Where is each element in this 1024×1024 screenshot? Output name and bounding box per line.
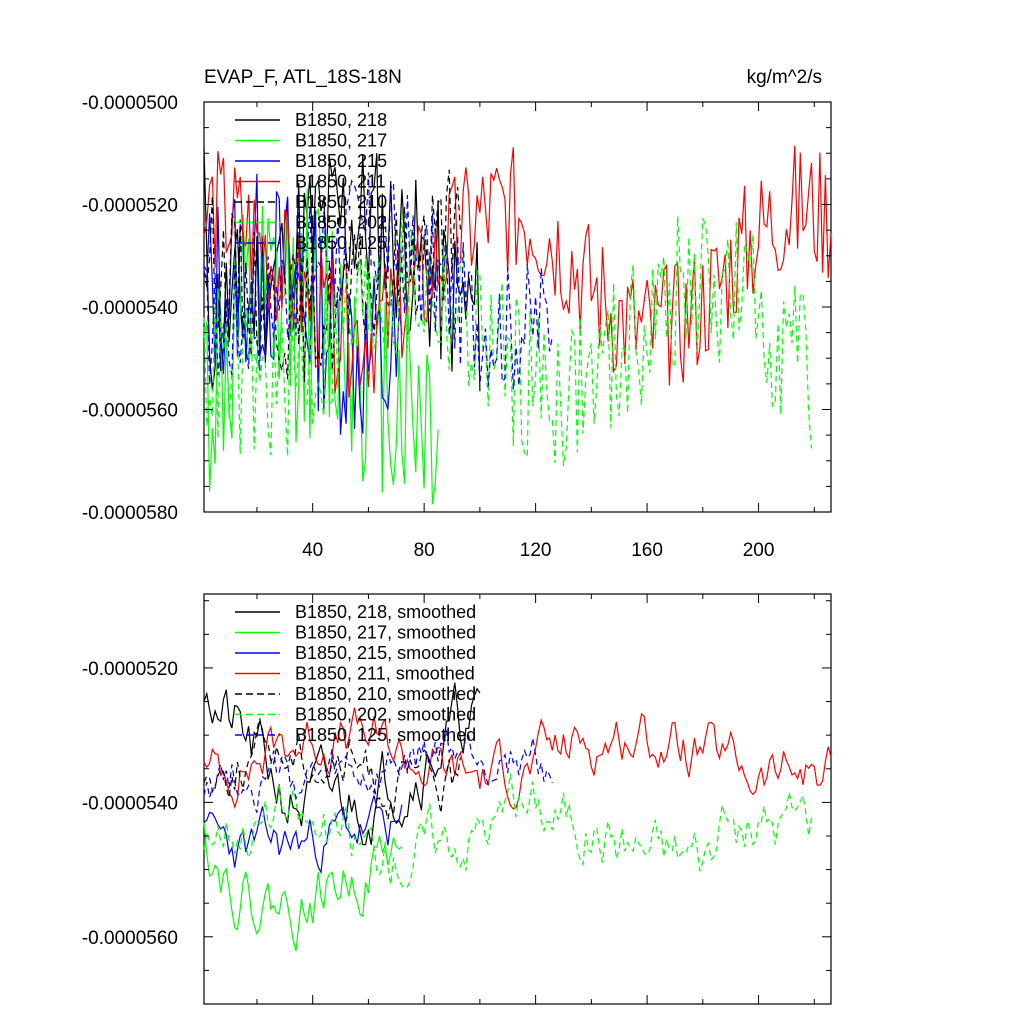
- x-tick-label: 160: [631, 540, 663, 561]
- legend-label: B1850, 217, smoothed: [295, 623, 476, 643]
- series-line: [203, 795, 403, 875]
- legend-label: B1850, 218: [295, 110, 387, 130]
- series-line: [203, 172, 553, 390]
- legend-label: B1850, 125: [295, 233, 387, 253]
- series-line: [203, 773, 813, 890]
- y-tick-label: -0.0000520: [82, 659, 178, 680]
- y-tick-label: -0.0000500: [82, 93, 178, 114]
- top-panel: EVAP_F, ATL_18S-18N kg/m^2/s 40 80 120 160 2…: [82, 67, 832, 561]
- y-tick-label: -0.0000580: [82, 503, 178, 524]
- y-tick-label: -0.0000560: [82, 928, 178, 949]
- legend-label: B1850, 215: [295, 151, 387, 171]
- legend-label: B1850, 217: [295, 131, 387, 151]
- legend-label: B1850, 218, smoothed: [295, 602, 476, 622]
- x-tick-label: 120: [520, 540, 552, 561]
- x-tick-label: 200: [743, 540, 775, 561]
- x-tick-label: 80: [414, 540, 435, 561]
- series-line: [203, 145, 832, 398]
- series-line: [203, 707, 832, 810]
- series-line: [203, 822, 403, 952]
- y-tick-label: -0.0000540: [82, 298, 178, 319]
- legend-label: B1850, 211: [295, 172, 386, 192]
- plot-area: 40 80 120 160 200 -0.0000580 -0.0000560 -0.0000…: [82, 93, 832, 561]
- legend-label: B1850, 211, smoothed: [295, 664, 475, 684]
- y-tick-label: -0.0000520: [82, 196, 178, 217]
- series-line: [203, 729, 553, 813]
- legend-label: B1850, 125, smoothed: [295, 725, 476, 745]
- chart-title: EVAP_F, ATL_18S-18N: [204, 67, 402, 88]
- legend-label: B1850, 202, smoothed: [295, 705, 476, 725]
- series-line: [203, 169, 461, 382]
- y-tick-label: -0.0000540: [82, 793, 178, 814]
- legend-label: B1850, 210: [295, 192, 387, 212]
- series-line: [203, 682, 481, 846]
- series-line: [203, 718, 461, 820]
- legend-label: B1850, 215, smoothed: [295, 643, 476, 663]
- bottom-panel: -0.0000560 -0.0000540 -0.0000520 B1850, 21…: [82, 593, 832, 1005]
- y-tick-label: -0.0000560: [82, 401, 178, 422]
- plot-area: -0.0000560 -0.0000540 -0.0000520: [82, 593, 832, 1005]
- legend-label: B1850, 210, smoothed: [295, 684, 476, 704]
- units-label: kg/m^2/s: [747, 67, 822, 88]
- legend-label: B1850, 202: [295, 213, 387, 233]
- plot-frame: [203, 593, 832, 1005]
- series-line: [203, 211, 813, 466]
- x-tick-label: 40: [302, 540, 323, 561]
